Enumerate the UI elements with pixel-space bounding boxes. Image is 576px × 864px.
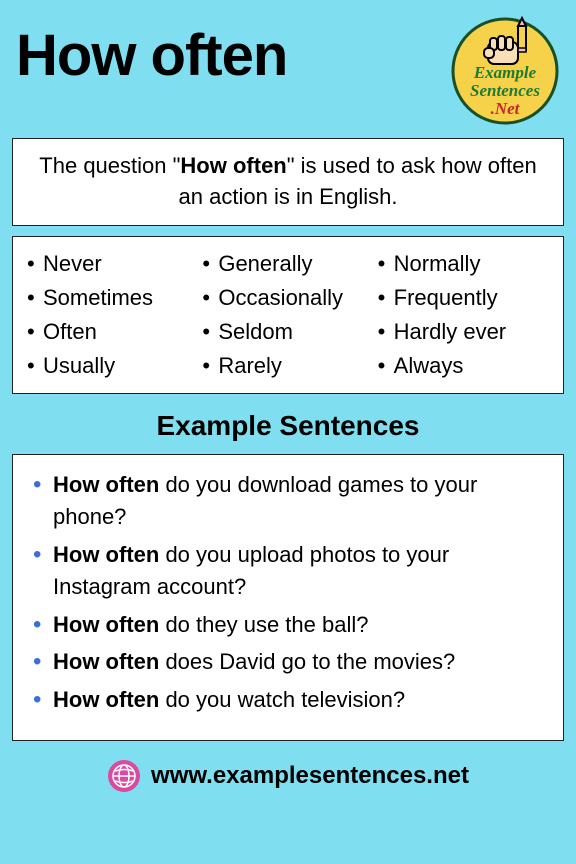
adverb-item: Rarely <box>198 349 373 383</box>
adverb-column-3: NormallyFrequentlyHardly everAlways <box>374 247 549 383</box>
example-bold: How often <box>53 687 159 712</box>
logo-text-2: Sentences <box>470 81 540 100</box>
logo-text-1: Example <box>473 63 537 82</box>
example-item: How often do you upload photos to your I… <box>31 539 545 603</box>
adverb-item: Frequently <box>374 281 549 315</box>
adverb-item: Usually <box>23 349 198 383</box>
adverb-item: Hardly ever <box>374 315 549 349</box>
page-title: How often <box>16 22 287 89</box>
example-item: How often do you watch television? <box>31 684 545 716</box>
definition-bold: How often <box>180 153 286 178</box>
examples-heading: Example Sentences <box>12 410 564 442</box>
adverb-item: Sometimes <box>23 281 198 315</box>
example-rest: do they use the ball? <box>159 612 368 637</box>
example-rest: does David go to the movies? <box>159 649 455 674</box>
site-logo: Example Sentences .Net <box>450 16 560 126</box>
example-bold: How often <box>53 472 159 497</box>
definition-pre: The question " <box>39 153 180 178</box>
definition-box: The question "How often" is used to ask … <box>12 138 564 226</box>
example-item: How often do you download games to your … <box>31 469 545 533</box>
example-item: How often do they use the ball? <box>31 609 545 641</box>
adverb-item: Seldom <box>198 315 373 349</box>
example-bold: How often <box>53 612 159 637</box>
example-bold: How often <box>53 542 159 567</box>
adverb-item: Occasionally <box>198 281 373 315</box>
adverb-item: Normally <box>374 247 549 281</box>
examples-box: How often do you download games to your … <box>12 454 564 741</box>
adverb-column-2: GenerallyOccasionallySeldomRarely <box>198 247 373 383</box>
examples-list: How often do you download games to your … <box>31 469 545 716</box>
adverb-item: Generally <box>198 247 373 281</box>
adverb-column-1: NeverSometimesOftenUsually <box>23 247 198 383</box>
adverb-item: Never <box>23 247 198 281</box>
logo-text-3: .Net <box>491 99 521 118</box>
adverb-item: Always <box>374 349 549 383</box>
adverbs-box: NeverSometimesOftenUsually GenerallyOcca… <box>12 236 564 394</box>
example-bold: How often <box>53 649 159 674</box>
globe-icon <box>107 759 141 793</box>
example-rest: do you watch television? <box>159 687 405 712</box>
footer: www.examplesentences.net <box>12 759 564 793</box>
adverb-item: Often <box>23 315 198 349</box>
example-item: How often does David go to the movies? <box>31 646 545 678</box>
footer-url: www.examplesentences.net <box>151 762 469 790</box>
